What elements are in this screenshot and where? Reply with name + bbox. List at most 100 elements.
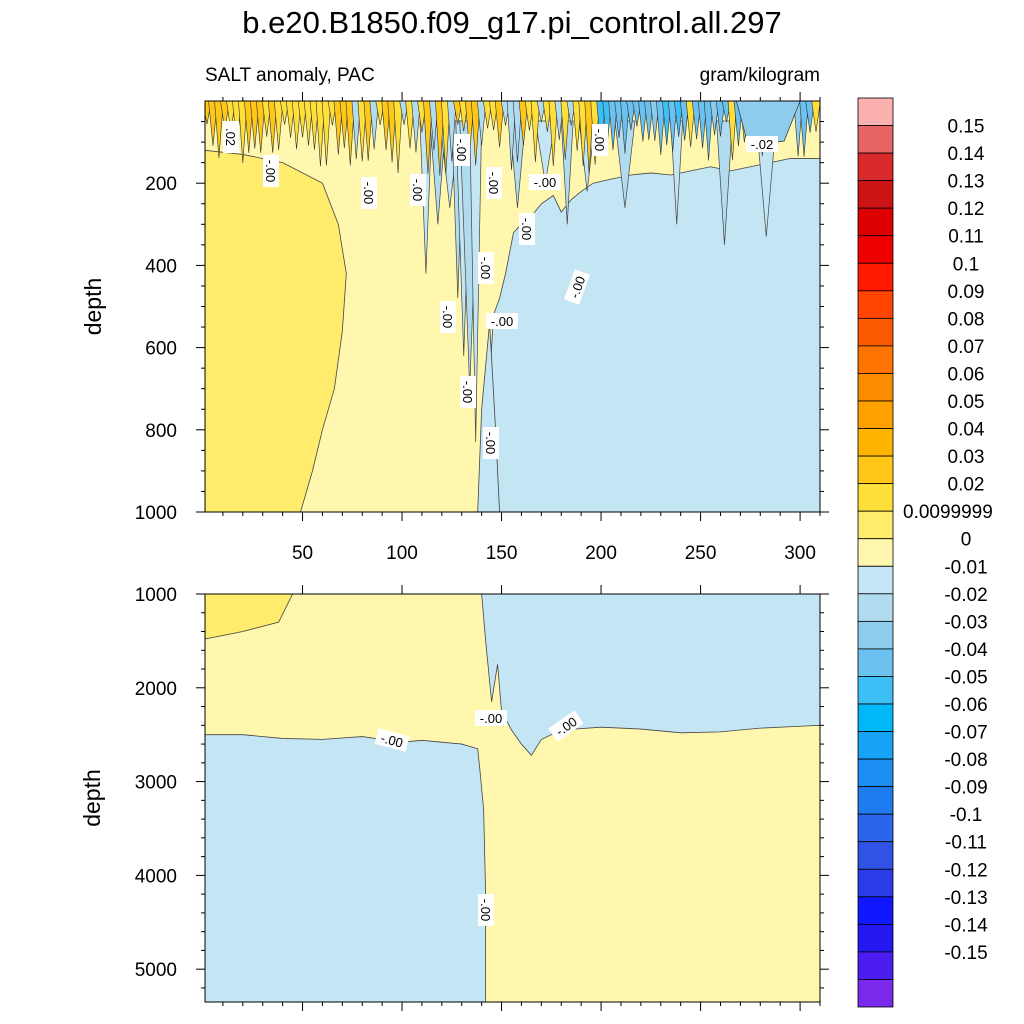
colorbar-label: 0.13	[948, 172, 985, 193]
colorbar-label: 0.15	[948, 117, 985, 138]
contour-label-box	[483, 427, 499, 459]
colorbar-swatch	[857, 841, 894, 870]
y-tick-label: 5000	[135, 960, 177, 981]
surface-patch	[441, 101, 451, 175]
upper-y-axis: 200 400 600 800 1000	[135, 121, 829, 524]
colorbar-swatch	[857, 758, 894, 788]
surface-patch	[447, 101, 457, 162]
colorbar-label: 0.11	[948, 227, 984, 248]
y-tick-label: 1000	[135, 585, 177, 606]
colorbar-swatch	[857, 207, 894, 237]
contour-label-text: -.00	[519, 218, 534, 240]
colorbar-label: 0.08	[948, 309, 985, 330]
surface-patch	[662, 101, 672, 146]
surface-patch	[345, 101, 355, 166]
colorbar-swatch	[857, 97, 894, 126]
x-tick-label: 250	[685, 543, 717, 564]
surface-patch	[303, 101, 314, 146]
surface-patch	[709, 101, 720, 136]
colorbar-swatch	[857, 290, 894, 319]
surface-patch	[297, 101, 308, 138]
surface-patch	[238, 101, 248, 163]
colorbar-swatch	[857, 593, 894, 622]
surface-patch	[333, 101, 344, 155]
upper-panel-field	[205, 101, 820, 512]
contour-label: -.00	[529, 174, 561, 190]
contour-label-text: -.02	[751, 137, 773, 152]
surface-patch	[530, 101, 541, 163]
surface-patch	[560, 101, 570, 160]
contour-label: -.00	[454, 134, 470, 166]
surface-patch	[656, 101, 666, 155]
surface-patch	[811, 101, 820, 132]
contour-label-box	[548, 710, 584, 742]
colorbar-label: -0.13	[944, 888, 987, 909]
contour-label-text: .02	[223, 128, 238, 146]
surface-patch	[685, 101, 696, 148]
colorbar-swatch	[857, 455, 894, 485]
colorbar-swatch	[857, 868, 894, 898]
contour-label: -.00	[440, 301, 456, 333]
surface-patch	[423, 101, 433, 175]
surface-patch	[315, 101, 326, 167]
positive-region	[205, 101, 820, 512]
colorbar-label: 0	[961, 530, 972, 551]
y-tick-label: 3000	[135, 773, 177, 794]
contour-label: -.00	[564, 269, 590, 305]
surface-patch	[494, 101, 505, 148]
surface-patch	[435, 101, 445, 176]
surface-patch	[799, 101, 809, 157]
y-tick-label: 4000	[135, 866, 177, 887]
colorbar-label: 0.0099999	[903, 502, 993, 523]
surface-patch	[291, 101, 302, 150]
contour-label-text: -.00	[480, 711, 502, 726]
colorbar-label: 0.07	[948, 337, 985, 358]
colorbar-swatch	[857, 510, 894, 540]
contour-label: -.02	[746, 136, 778, 152]
colorbar-label: 0.03	[948, 447, 985, 468]
colorbar-label: -0.1	[950, 805, 983, 826]
contour-label-text: -.00	[486, 172, 501, 194]
surface-patch	[220, 101, 230, 131]
contour-label: -.00	[478, 252, 494, 284]
colorbar-label: -0.08	[944, 750, 987, 771]
x-tick-label: 50	[292, 543, 313, 564]
colorbar-swatch	[857, 345, 894, 374]
contour-label-box	[460, 376, 476, 408]
negative-region	[481, 594, 820, 756]
surface-patch	[578, 101, 588, 167]
lower-x-axis	[222, 585, 821, 1011]
contour-label-box	[361, 177, 377, 209]
contour-label-text: -.00	[491, 314, 513, 329]
contour-label: .02	[223, 121, 239, 153]
colorbar-swatch	[857, 538, 894, 567]
colorbar-swatch	[857, 648, 894, 677]
colorbar-label: 0.05	[948, 392, 985, 413]
surface-patch	[548, 101, 558, 167]
negative-tongue	[716, 120, 733, 245]
surface-patch	[727, 101, 738, 161]
y-tick-label: 200	[145, 174, 177, 195]
colorbar-label: -0.04	[944, 640, 988, 661]
surface-patch	[668, 101, 678, 152]
x-tick-label: 200	[585, 543, 617, 564]
contour-label: -.00	[486, 313, 518, 329]
surface-patch	[363, 101, 373, 161]
colorbar-swatch	[857, 428, 894, 457]
surface-patch	[369, 101, 379, 150]
colorbar-swatch	[857, 373, 894, 402]
lower-panel-field	[204, 593, 821, 1003]
contour-label: -.00	[460, 376, 476, 408]
y-tick-label: 800	[145, 421, 177, 442]
surface-patch	[679, 101, 690, 141]
contour-label: -.00	[361, 177, 377, 209]
left-subtitle: SALT anomaly, PAC	[205, 65, 375, 86]
colorbar-label: -0.07	[944, 723, 987, 744]
negative-tongue	[477, 322, 500, 512]
surface-patch	[620, 101, 630, 154]
surface-patch	[512, 101, 523, 163]
lower-y-axis: 1000 2000 3000 4000 5000	[135, 585, 829, 989]
contour-label-box	[263, 155, 279, 187]
colorbar-label: -0.06	[944, 695, 987, 716]
surface-patch	[674, 101, 684, 137]
